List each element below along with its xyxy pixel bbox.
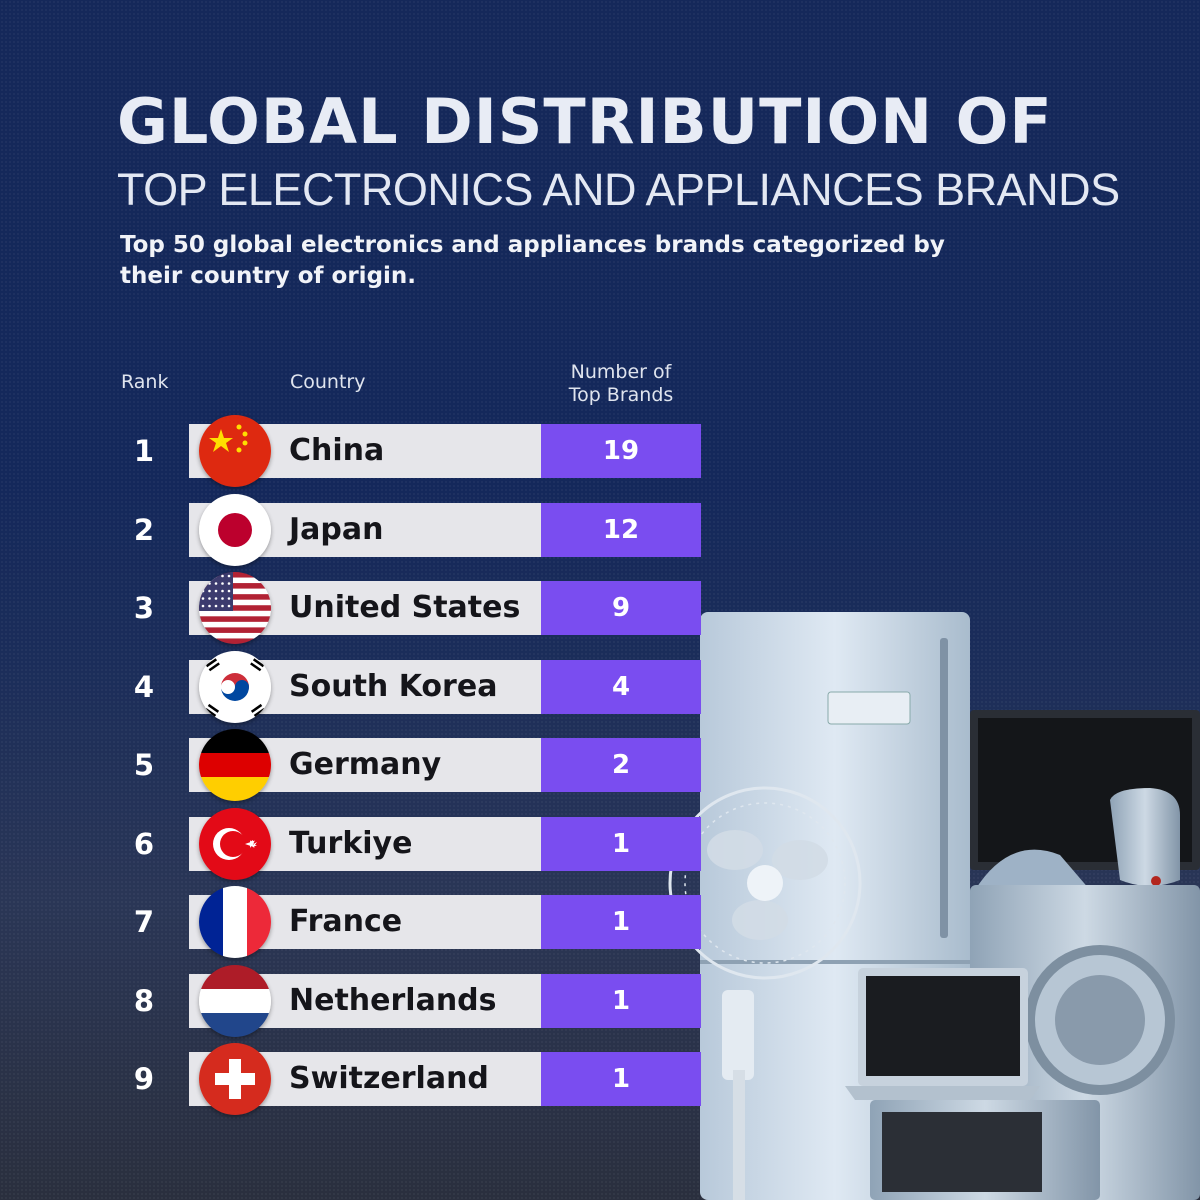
brand-count-label: 1 [611, 1064, 631, 1094]
rank-label: 2 [133, 512, 155, 547]
brand-count-label: 1 [611, 907, 631, 937]
brand-count-label: 9 [611, 593, 631, 623]
value-bar [541, 581, 701, 635]
country-name: Germany [289, 747, 442, 782]
value-bar [541, 816, 701, 871]
country-name: Netherlands [289, 982, 497, 1018]
value-bar [541, 424, 701, 478]
rank-label: 1 [133, 434, 155, 468]
column-header-number-line1: Number of [570, 361, 672, 383]
japan-flag-icon [199, 493, 271, 566]
rank-label: 8 [133, 983, 155, 1018]
rank-label: 7 [133, 905, 155, 939]
column-header-number: Number of Top Brands [556, 361, 686, 407]
page-title-subline: TOP ELECTRONICS AND APPLIANCES BRANDS [117, 164, 1120, 215]
france-flag-icon [199, 886, 271, 958]
country-name: South Korea [289, 668, 498, 704]
column-header-number-line2: Top Brands [568, 384, 674, 406]
rank-label: 4 [133, 669, 155, 704]
china-flag-icon [199, 415, 271, 487]
value-bar [541, 895, 701, 949]
south-korea-flag-icon [199, 650, 271, 723]
table-row: 8 Netherlands 1 [0, 964, 720, 1037]
brand-count-label: 1 [611, 985, 631, 1016]
appliances-illustration [668, 612, 1200, 1200]
netherlands-flag-icon [199, 964, 271, 1037]
table-row: 4 South Korea 4 [0, 650, 720, 723]
value-bar [541, 659, 701, 714]
page-title: GLOBAL DISTRIBUTION OF [117, 85, 1053, 158]
rank-label: 3 [133, 591, 155, 625]
table-row: 7 France 1 [0, 886, 720, 958]
switzerland-flag-icon [199, 1043, 271, 1115]
value-bar [541, 1052, 701, 1106]
brand-count-label: 12 [602, 514, 640, 545]
country-name: China [289, 433, 385, 468]
value-bar [541, 502, 701, 557]
value-bar [541, 973, 701, 1028]
brand-count-label: 2 [611, 750, 631, 780]
brand-count-label: 4 [611, 671, 631, 702]
table-row: 6 Turkiye 1 [0, 807, 720, 880]
table-row: 9 Switzerland 1 [0, 1043, 720, 1115]
country-name: France [289, 904, 403, 939]
page-subtitle: Top 50 global electronics and appliances… [120, 232, 945, 289]
value-bar [541, 738, 701, 792]
country-name: Japan [289, 511, 384, 547]
country-name: Turkiye [289, 825, 413, 861]
table-row: 3 United States 9 [0, 572, 720, 644]
rank-label: 9 [133, 1062, 155, 1096]
table-row: 2 Japan 12 [0, 493, 720, 566]
brand-count-label: 1 [611, 828, 631, 859]
column-header-country: Country [290, 371, 366, 393]
column-header-rank: Rank [121, 371, 169, 393]
table-row: 1 China 19 [0, 415, 720, 487]
country-name: United States [289, 590, 521, 625]
turkiye-flag-icon [199, 807, 271, 880]
rank-label: 6 [133, 826, 155, 861]
rank-label: 5 [133, 748, 155, 782]
brand-count-label: 19 [602, 436, 640, 466]
usa-flag-icon [199, 572, 271, 644]
country-name: Switzerland [289, 1061, 489, 1096]
table-row: 5 Germany 2 [0, 729, 720, 801]
germany-flag-icon [199, 729, 271, 801]
